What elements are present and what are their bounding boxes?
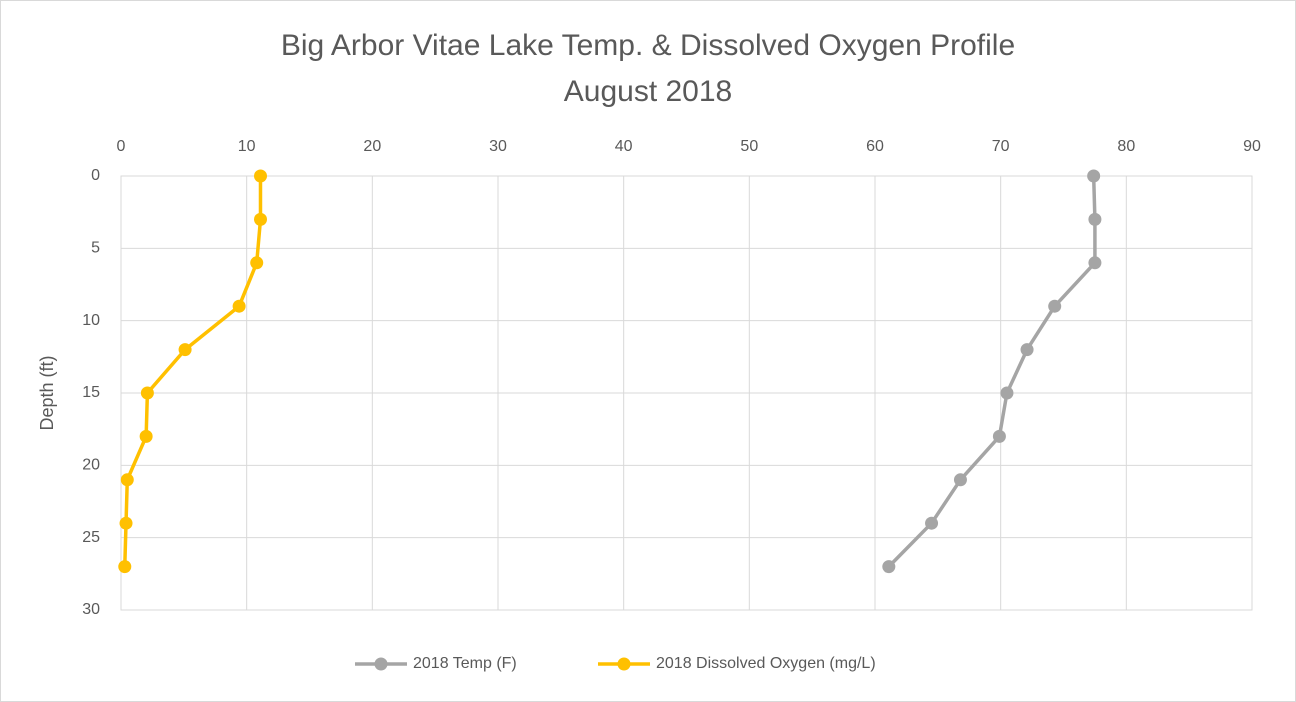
data-point xyxy=(992,429,1006,443)
x-tick-label: 60 xyxy=(866,138,884,155)
series-line xyxy=(887,175,1097,568)
x-tick-label: 30 xyxy=(489,138,507,155)
data-point xyxy=(120,473,134,487)
legend-label: 2018 Temp (F) xyxy=(413,655,517,672)
data-point xyxy=(925,516,939,530)
data-point xyxy=(140,386,154,400)
y-tick-label: 30 xyxy=(82,601,100,618)
data-point xyxy=(1000,386,1014,400)
y-tick-label: 15 xyxy=(82,384,100,401)
series-line xyxy=(123,176,263,567)
data-point xyxy=(953,473,967,487)
chart-title: Big Arbor Vitae Lake Temp. & Dissolved O… xyxy=(281,29,1015,62)
legend-label: 2018 Dissolved Oxygen (mg/L) xyxy=(656,655,876,672)
data-point xyxy=(178,343,192,357)
y-axis-label: Depth (ft) xyxy=(37,355,57,430)
data-point xyxy=(118,560,132,574)
data-point xyxy=(250,256,264,270)
data-point xyxy=(253,212,267,226)
plot-border xyxy=(120,175,1253,611)
data-point xyxy=(119,516,133,530)
x-tick-label: 20 xyxy=(363,138,381,155)
x-tick-label: 80 xyxy=(1117,138,1135,155)
x-tick-label: 90 xyxy=(1243,138,1261,155)
legend-marker xyxy=(374,657,388,671)
x-tick-label: 40 xyxy=(615,138,633,155)
y-tick-label: 5 xyxy=(91,240,100,257)
data-point xyxy=(1088,256,1102,270)
data-point xyxy=(1048,299,1062,313)
data-point xyxy=(882,560,896,574)
y-tick-label: 20 xyxy=(82,457,100,474)
data-point xyxy=(232,299,246,313)
x-tick-label: 50 xyxy=(740,138,758,155)
x-tick-label: 0 xyxy=(117,138,126,155)
y-tick-label: 10 xyxy=(82,312,100,329)
x-tick-label: 70 xyxy=(992,138,1010,155)
data-point xyxy=(253,169,267,183)
data-point xyxy=(1020,343,1034,357)
y-tick-label: 25 xyxy=(82,529,100,546)
chart-subtitle: August 2018 xyxy=(564,75,732,108)
data-point xyxy=(139,429,153,443)
x-tick-label: 10 xyxy=(238,138,256,155)
legend-marker xyxy=(617,657,631,671)
y-tick-label: 0 xyxy=(91,167,100,184)
data-point xyxy=(1087,169,1101,183)
data-point xyxy=(1088,212,1102,226)
